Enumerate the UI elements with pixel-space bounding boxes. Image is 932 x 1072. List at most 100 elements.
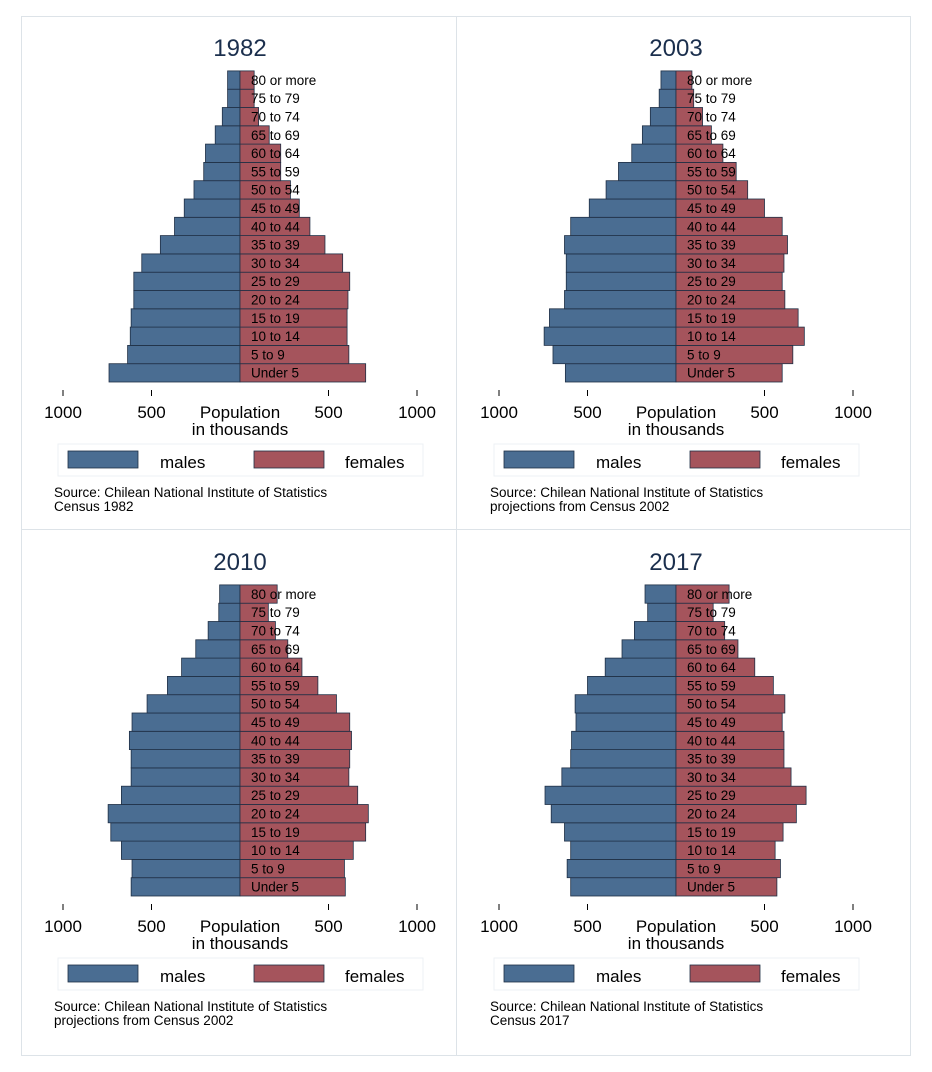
age-group-label: 25 to 29 — [251, 274, 300, 289]
legend-swatch-males — [503, 450, 575, 469]
bar-males — [133, 271, 241, 291]
bar-males — [183, 198, 241, 218]
age-group-label: 20 to 24 — [251, 293, 300, 308]
legend-swatch-females — [253, 450, 325, 469]
age-group-label: 10 to 14 — [251, 843, 300, 858]
source-note: Source: Chilean National Institute of St… — [490, 999, 763, 1014]
bar-males — [174, 216, 241, 237]
age-group-label: 5 to 9 — [687, 861, 721, 876]
bar-males — [107, 804, 241, 824]
bar-males — [550, 804, 677, 824]
pyramid-panel-3: 2010 Under 5 5 to 9 10 to 14 15 to 19 20 to 2… — [21, 530, 457, 1044]
x-axis-label: in thousands — [192, 420, 288, 439]
x-tick-label: 500 — [137, 917, 165, 936]
legend-label-males: males — [160, 453, 205, 472]
legend-label-males: males — [596, 967, 641, 986]
bar-males — [219, 584, 241, 604]
age-group-label: 20 to 24 — [251, 807, 300, 822]
bar-males — [660, 70, 677, 90]
x-tick-label: 1000 — [44, 403, 82, 422]
x-axis-label: in thousands — [628, 934, 724, 953]
x-tick-label: 500 — [314, 917, 342, 936]
bar-males — [133, 290, 241, 310]
bar-females — [675, 584, 730, 604]
x-tick-label: Population — [636, 403, 716, 422]
bar-males — [130, 749, 241, 769]
age-group-label: 35 to 39 — [687, 752, 736, 767]
age-group-label: 5 to 9 — [251, 347, 285, 362]
bar-males — [644, 584, 677, 604]
age-group-label: 20 to 24 — [687, 807, 736, 822]
age-group-label: 80 or more — [687, 587, 752, 602]
age-group-label: 15 to 19 — [251, 825, 300, 840]
bar-males — [131, 712, 241, 732]
panel-divider-vertical — [456, 16, 457, 1056]
age-group-label: 50 to 54 — [687, 697, 736, 712]
pyramid-panel-4: 2017 Under 5 5 to 9 10 to 14 15 to 19 20 to 2… — [457, 530, 893, 1044]
age-group-label: 15 to 19 — [687, 311, 736, 326]
bar-males — [130, 308, 241, 328]
bar-males — [564, 235, 677, 255]
bar-males — [131, 858, 241, 879]
age-group-label: 80 or more — [251, 73, 316, 88]
bar-males — [549, 308, 677, 328]
legend-label-females: females — [345, 453, 405, 472]
x-tick-label: 1000 — [480, 917, 518, 936]
bar-males — [227, 70, 241, 90]
legend-swatch-males — [67, 964, 139, 983]
legend-swatch-females — [689, 450, 761, 469]
legend-swatch-females — [689, 964, 761, 983]
source-note: Source: Chilean National Institute of St… — [490, 485, 763, 500]
chart-title: 2010 — [213, 549, 266, 576]
x-tick-label: 1000 — [398, 917, 436, 936]
bar-males — [227, 88, 241, 108]
age-group-label: 55 to 59 — [687, 678, 736, 693]
age-group-label: 30 to 34 — [687, 770, 736, 785]
bar-males — [647, 602, 677, 622]
age-group-label: 40 to 44 — [687, 733, 736, 748]
age-group-label: 75 to 79 — [687, 91, 736, 106]
bar-males — [127, 344, 241, 365]
age-group-label: 35 to 39 — [251, 238, 300, 253]
pyramid-chart-3: 2010 Under 5 5 to 9 10 to 14 15 to 19 20 to 2… — [44, 549, 436, 1028]
pyramid-panel-2: 2003 Under 5 5 to 9 10 to 14 15 to 19 20 to 2… — [457, 16, 893, 530]
bar-males — [193, 180, 241, 200]
age-group-label: 80 or more — [251, 587, 316, 602]
bar-males — [570, 877, 677, 897]
pyramid-chart-2: 2003 Under 5 5 to 9 10 to 14 15 to 19 20 to 2… — [480, 35, 872, 514]
age-group-label: 65 to 69 — [251, 128, 300, 143]
legend-swatch-males — [67, 450, 139, 469]
legend-swatch-females — [253, 964, 325, 983]
x-tick-label: 500 — [573, 917, 601, 936]
bar-males — [641, 125, 677, 145]
bar-males — [108, 363, 241, 383]
x-tick-label: 1000 — [480, 403, 518, 422]
bar-males — [571, 730, 677, 751]
age-group-label: 65 to 69 — [687, 128, 736, 143]
age-group-label: 5 to 9 — [687, 347, 721, 362]
bar-males — [631, 143, 677, 163]
age-group-label: 20 to 24 — [687, 293, 736, 308]
source-note: Source: Chilean National Institute of St… — [54, 999, 327, 1014]
bar-males — [214, 125, 241, 145]
bar-males — [604, 657, 677, 677]
age-group-label: 50 to 54 — [687, 183, 736, 198]
bar-males — [146, 694, 241, 714]
bar-males — [565, 271, 677, 291]
age-group-label: 50 to 54 — [251, 183, 300, 198]
age-group-label: 50 to 54 — [251, 697, 300, 712]
bar-males — [110, 822, 241, 842]
chart-title: 2003 — [649, 35, 702, 62]
bar-males — [588, 198, 677, 218]
chart-title: 2017 — [649, 549, 702, 576]
x-tick-label: 1000 — [398, 403, 436, 422]
figure-frame — [21, 16, 911, 1056]
x-tick-label: 1000 — [44, 917, 82, 936]
bar-males — [130, 877, 241, 897]
bar-males — [605, 180, 677, 200]
age-group-label: 40 to 44 — [251, 733, 300, 748]
x-tick-label: 500 — [314, 403, 342, 422]
age-group-label: Under 5 — [251, 366, 299, 381]
bar-males — [575, 712, 677, 732]
age-group-label: Under 5 — [687, 880, 735, 895]
